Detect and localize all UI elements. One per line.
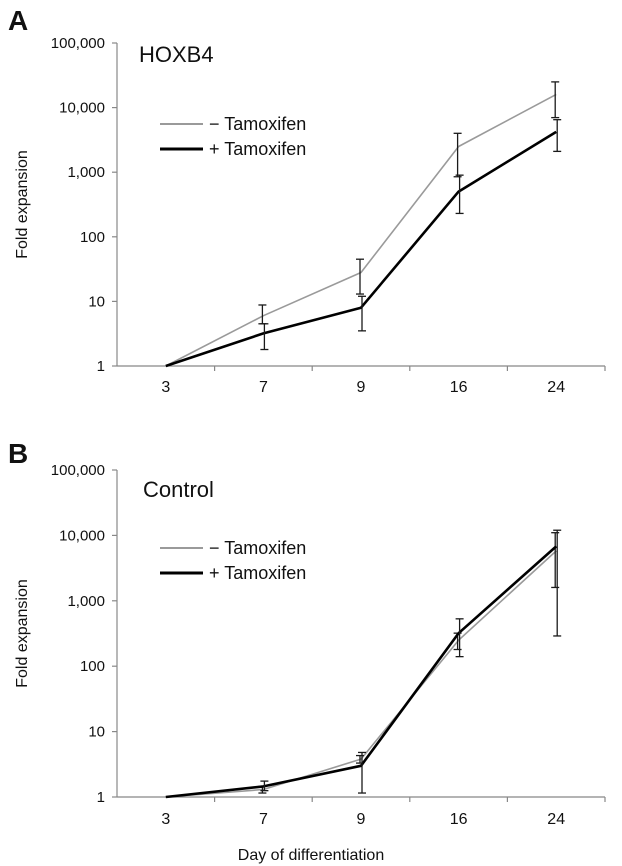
x-axis-label: Day of differentiation xyxy=(238,847,384,864)
series-line xyxy=(165,550,557,798)
legend-entry: + Tamoxifen xyxy=(209,139,306,159)
x-tick-label: 9 xyxy=(357,811,366,828)
y-tick-label: 1 xyxy=(97,358,105,375)
y-tick-label: 100,000 xyxy=(51,462,105,479)
x-tick-label: 16 xyxy=(450,379,468,396)
x-tick-label: 3 xyxy=(161,811,170,828)
x-tick-label: 24 xyxy=(547,379,565,396)
y-tick-label: 100 xyxy=(80,229,105,246)
panel-label: A xyxy=(8,5,28,36)
y-tick-label: 1 xyxy=(97,789,105,806)
y-tick-label: 100 xyxy=(80,658,105,675)
y-axis-label: Fold expansion xyxy=(14,150,31,259)
legend-entry: + Tamoxifen xyxy=(209,563,306,583)
series-line xyxy=(165,93,557,367)
y-axis-label: Fold expansion xyxy=(14,579,31,688)
x-tick-label: 9 xyxy=(357,379,366,396)
panel-label: B xyxy=(8,438,28,469)
series-line xyxy=(165,545,558,799)
y-tick-label: 10 xyxy=(88,724,105,741)
y-tick-label: 1,000 xyxy=(67,593,105,610)
x-tick-label: 16 xyxy=(450,811,468,828)
x-tick-label: 7 xyxy=(259,379,268,396)
x-tick-label: 7 xyxy=(259,811,268,828)
y-tick-label: 10 xyxy=(88,293,105,310)
y-tick-label: 100,000 xyxy=(51,35,105,52)
panel-title: HOXB4 xyxy=(139,42,214,67)
x-tick-label: 3 xyxy=(161,379,170,396)
y-tick-label: 1,000 xyxy=(67,164,105,181)
legend-entry: − Tamoxifen xyxy=(209,538,306,558)
y-tick-label: 10,000 xyxy=(59,100,105,117)
series-line xyxy=(165,130,557,368)
x-tick-label: 24 xyxy=(547,811,565,828)
panel-title: Control xyxy=(143,477,214,502)
legend-entry: − Tamoxifen xyxy=(209,114,306,134)
y-tick-label: 10,000 xyxy=(59,527,105,544)
